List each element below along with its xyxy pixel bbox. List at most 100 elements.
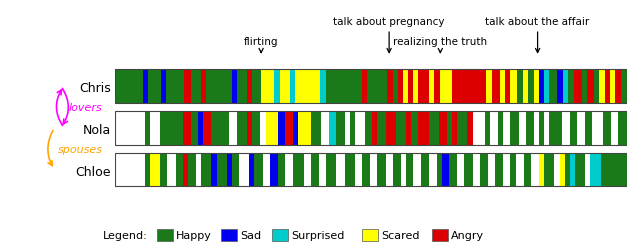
Bar <box>175 153 183 187</box>
Bar <box>273 112 278 145</box>
Bar <box>216 153 227 187</box>
Bar <box>436 153 442 187</box>
Bar <box>406 112 411 145</box>
Bar <box>201 153 211 187</box>
Bar <box>486 70 492 103</box>
Bar <box>429 70 434 103</box>
Bar <box>237 70 247 103</box>
Bar <box>398 70 403 103</box>
Bar <box>326 70 362 103</box>
Bar <box>296 70 320 103</box>
Bar <box>401 153 406 187</box>
Bar <box>526 112 534 145</box>
Bar <box>387 70 393 103</box>
Bar <box>549 70 557 103</box>
Text: spouses: spouses <box>58 144 102 154</box>
Bar <box>266 112 273 145</box>
Bar <box>166 70 184 103</box>
Bar <box>150 112 160 145</box>
Bar <box>516 153 524 187</box>
Bar <box>575 70 582 103</box>
Bar <box>278 112 285 145</box>
Bar <box>184 70 191 103</box>
Bar <box>232 70 237 103</box>
Bar <box>232 153 239 187</box>
Bar <box>378 153 385 187</box>
Bar <box>247 112 252 145</box>
Bar <box>196 153 201 187</box>
Bar <box>517 70 524 103</box>
Bar <box>401 153 406 187</box>
Bar <box>278 112 285 145</box>
Bar <box>367 70 387 103</box>
Bar <box>511 153 516 187</box>
Bar <box>262 153 270 187</box>
Bar <box>211 153 216 187</box>
Bar <box>539 112 544 145</box>
Bar <box>280 70 291 103</box>
Bar <box>311 153 319 187</box>
Bar <box>337 112 344 145</box>
Bar <box>160 112 183 145</box>
Bar <box>237 112 247 145</box>
Bar <box>311 112 321 145</box>
Bar <box>293 112 298 145</box>
Bar <box>544 112 549 145</box>
Bar <box>486 70 492 103</box>
Bar <box>326 153 337 187</box>
Text: Surprised: Surprised <box>291 230 344 240</box>
Bar <box>115 70 143 103</box>
Bar <box>480 153 488 187</box>
Bar <box>616 70 621 103</box>
Bar <box>544 70 549 103</box>
Bar <box>270 153 278 187</box>
Text: Legend:: Legend: <box>102 230 147 240</box>
Bar <box>600 153 627 187</box>
Bar <box>539 70 544 103</box>
Bar <box>232 153 239 187</box>
Bar <box>291 70 296 103</box>
Bar <box>621 70 627 103</box>
Bar <box>201 70 206 103</box>
Bar <box>319 153 326 187</box>
Bar <box>252 70 261 103</box>
Bar <box>150 153 155 187</box>
Bar <box>247 112 252 145</box>
Bar <box>506 70 511 103</box>
Bar <box>188 153 196 187</box>
Bar <box>524 70 529 103</box>
Bar <box>329 112 337 145</box>
Bar <box>298 112 303 145</box>
Bar <box>155 153 160 187</box>
Bar <box>449 153 457 187</box>
Bar <box>115 112 627 145</box>
Bar <box>385 153 393 187</box>
Bar <box>191 112 198 145</box>
Bar <box>278 153 285 187</box>
Bar <box>206 70 232 103</box>
Bar <box>524 70 529 103</box>
Bar <box>575 70 582 103</box>
Bar <box>296 70 320 103</box>
Bar <box>559 153 564 187</box>
Bar <box>319 153 326 187</box>
Bar <box>408 70 413 103</box>
Bar <box>355 153 362 187</box>
Bar <box>511 153 516 187</box>
Bar <box>198 112 204 145</box>
Bar <box>488 153 495 187</box>
Bar <box>488 153 495 187</box>
Bar <box>344 153 355 187</box>
Text: realizing the truth: realizing the truth <box>393 36 488 53</box>
Bar <box>298 112 303 145</box>
Bar <box>621 70 627 103</box>
Bar <box>564 153 570 187</box>
Bar <box>539 70 544 103</box>
Bar <box>184 70 191 103</box>
Bar <box>600 153 627 187</box>
Bar <box>227 153 232 187</box>
Bar <box>250 153 255 187</box>
Bar <box>568 70 575 103</box>
Bar <box>143 70 148 103</box>
Bar <box>201 70 206 103</box>
